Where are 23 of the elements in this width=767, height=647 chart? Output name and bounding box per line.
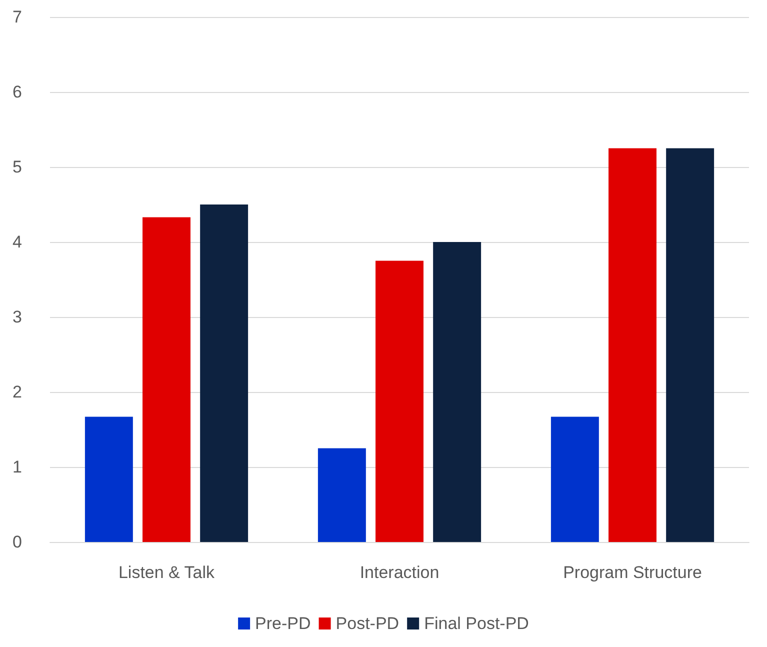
x-tick-label: Program Structure — [563, 563, 702, 582]
bar — [666, 148, 714, 542]
y-tick-label: 4 — [12, 232, 22, 252]
y-tick-label: 0 — [12, 532, 22, 552]
y-tick-label: 1 — [12, 458, 22, 476]
legend-label: Post-PD — [336, 614, 400, 633]
legend-label: Pre-PD — [255, 614, 311, 633]
bar — [608, 148, 656, 542]
x-tick-label: Interaction — [360, 563, 440, 582]
y-tick-label: 2 — [12, 382, 22, 402]
bar — [550, 416, 599, 542]
y-tick-label: 6 — [12, 82, 22, 102]
y-tick-label: 7 — [12, 8, 22, 26]
y-tick-label: 3 — [12, 308, 22, 326]
x-tick-label: Listen & Talk — [118, 563, 216, 582]
bar — [433, 242, 482, 542]
legend-label: Final Post-PD — [424, 614, 529, 633]
bar — [318, 448, 366, 542]
bar — [142, 217, 190, 542]
bar — [84, 416, 133, 542]
y-tick-label: 5 — [12, 158, 22, 176]
bar — [200, 204, 248, 542]
bar — [376, 260, 424, 542]
